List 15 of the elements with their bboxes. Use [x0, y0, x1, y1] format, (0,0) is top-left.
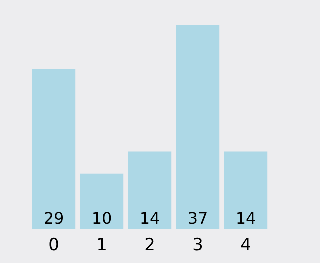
- data-label: 10: [92, 209, 112, 228]
- bar: [80, 174, 124, 229]
- data-label: 29: [44, 209, 64, 228]
- data-label: 14: [140, 209, 160, 228]
- x-tick-label: 3: [192, 236, 204, 256]
- bar: [128, 152, 172, 229]
- data-label: 37: [188, 209, 208, 228]
- bar: [176, 25, 220, 229]
- x-tick-label: 0: [48, 236, 60, 256]
- x-tick-label: 1: [96, 236, 108, 256]
- bar: [224, 152, 268, 229]
- bar: [32, 69, 76, 229]
- data-label: 14: [236, 209, 256, 228]
- x-tick-label: 4: [240, 236, 252, 256]
- x-tick-label: 2: [144, 236, 156, 256]
